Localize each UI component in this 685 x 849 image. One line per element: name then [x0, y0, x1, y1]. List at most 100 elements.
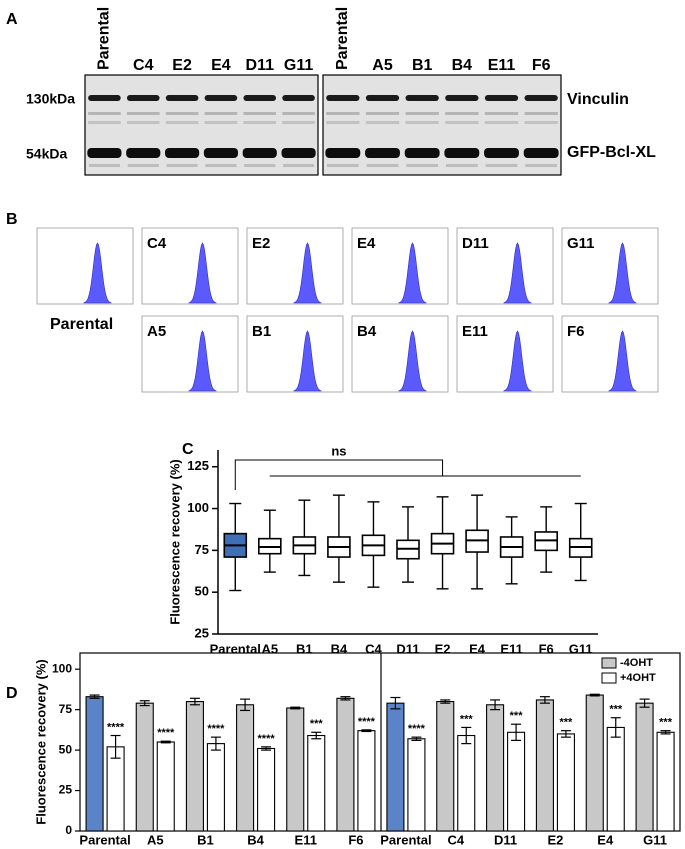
- band-faint: [406, 164, 439, 167]
- histogram: [83, 242, 112, 304]
- x-tick-label: F6: [539, 641, 554, 656]
- x-tick-label: F6: [348, 832, 363, 847]
- panel-label: B: [6, 211, 18, 228]
- band-faint: [244, 164, 276, 167]
- lane-label: B4: [452, 57, 473, 74]
- bar: [357, 730, 376, 832]
- x-tick-label: G11: [569, 641, 593, 656]
- band-faint: [126, 112, 160, 115]
- bar: [606, 726, 625, 832]
- x-tick-label: E4: [597, 832, 614, 847]
- lane-label: E2: [172, 57, 192, 74]
- band-gfp: [164, 148, 200, 158]
- x-tick-label: B1: [197, 832, 214, 847]
- bar: [236, 704, 255, 832]
- y-axis-label: Fluorescence recovery (%): [167, 459, 182, 624]
- legend-label: +4OHT: [620, 672, 656, 684]
- histogram: [503, 330, 532, 392]
- histogram-frame: [141, 315, 239, 393]
- panel-label: D: [6, 685, 18, 702]
- x-tick-label: A5: [147, 832, 164, 847]
- y-tick-label: 125: [187, 458, 209, 473]
- band-faint: [524, 121, 558, 124]
- panel-label: A: [6, 11, 18, 28]
- band-gfp: [404, 148, 440, 158]
- annotation: ns: [331, 443, 346, 458]
- band-vinculin: [405, 95, 439, 101]
- significance: ****: [408, 723, 426, 735]
- band-faint: [282, 112, 315, 115]
- band-gfp: [87, 148, 122, 158]
- band-faint: [485, 164, 518, 167]
- band-vinculin: [484, 95, 519, 101]
- band-faint: [165, 112, 199, 115]
- histogram-frame: [246, 227, 344, 305]
- band-vinculin: [204, 95, 238, 101]
- significance-bracket: [234, 459, 444, 490]
- x-tick-label: E2: [435, 641, 451, 656]
- histogram: [293, 242, 322, 304]
- sample-label: B4: [357, 323, 377, 340]
- lane-label: B1: [412, 57, 433, 74]
- band-gfp: [281, 148, 316, 158]
- marker-label: 130kDa: [26, 91, 75, 107]
- panel-label: C: [182, 441, 194, 458]
- histogram: [188, 242, 217, 304]
- bar: [507, 731, 526, 832]
- band-faint: [524, 112, 558, 115]
- bar: [135, 702, 154, 832]
- band-faint: [326, 121, 360, 124]
- band-faint: [243, 121, 277, 124]
- band-faint: [88, 121, 121, 124]
- histogram-frame: [561, 227, 659, 305]
- band-faint: [205, 164, 237, 167]
- band-faint: [88, 112, 121, 115]
- band-vinculin: [165, 95, 199, 101]
- bar: [106, 746, 125, 832]
- significance: ***: [460, 713, 474, 725]
- histogram: [293, 330, 322, 392]
- band-vinculin: [326, 95, 360, 101]
- histogram: [503, 242, 532, 304]
- sample-label: C4: [147, 235, 167, 252]
- x-tick-label: C4: [365, 641, 382, 656]
- histogram: [608, 242, 637, 304]
- y-tick-label: 50: [195, 584, 209, 599]
- band-gfp: [444, 148, 480, 158]
- significance: ****: [157, 727, 175, 739]
- band-faint: [126, 121, 160, 124]
- histogram: [188, 330, 217, 392]
- protein-label: GFP-Bcl-XL: [567, 144, 656, 161]
- blot-membrane: [322, 74, 562, 176]
- sample-label: E11: [462, 323, 488, 340]
- band-faint: [165, 121, 199, 124]
- x-tick-label: D11: [494, 832, 517, 847]
- band-gfp: [484, 148, 519, 158]
- bar: [206, 743, 225, 832]
- significance: ***: [659, 717, 673, 729]
- band-vinculin: [524, 95, 558, 101]
- histogram-frame: [561, 315, 659, 393]
- histogram-frame: [246, 315, 344, 393]
- significance: ****: [207, 723, 225, 735]
- sample-label: D11: [462, 235, 489, 252]
- bar: [457, 734, 476, 832]
- y-axis-label: Fluorescence recovery (%): [33, 659, 48, 824]
- band-faint: [282, 121, 315, 124]
- lane-label: E4: [211, 57, 231, 74]
- bar: [585, 694, 604, 832]
- band-faint: [405, 112, 439, 115]
- bar: [185, 700, 204, 832]
- significance: ***: [559, 717, 573, 729]
- histogram: [398, 242, 427, 304]
- significance: ***: [609, 704, 623, 716]
- blot-membrane: [84, 74, 319, 176]
- bar: [286, 707, 305, 832]
- histogram-frame: [36, 227, 134, 305]
- bar: [486, 704, 505, 832]
- sample-label: E2: [252, 235, 270, 252]
- band-gfp: [242, 148, 277, 158]
- x-tick-label: Parental: [79, 832, 130, 847]
- x-tick-label: Parental: [380, 832, 431, 847]
- x-tick-label: B1: [296, 641, 313, 656]
